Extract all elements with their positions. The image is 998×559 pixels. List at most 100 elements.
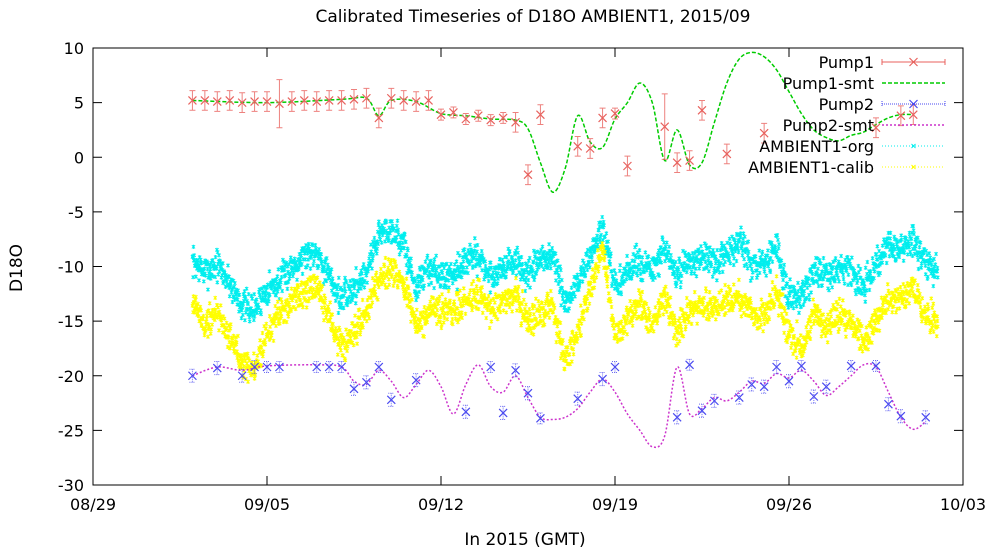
data-point xyxy=(284,260,289,265)
data-point xyxy=(344,327,349,332)
data-point xyxy=(387,282,392,287)
data-point xyxy=(372,235,377,241)
data-point xyxy=(358,286,363,291)
data-point xyxy=(598,374,607,384)
data-point xyxy=(300,271,305,276)
data-point xyxy=(605,284,610,289)
data-point xyxy=(867,336,872,341)
data-point xyxy=(871,276,876,281)
data-point xyxy=(413,278,418,284)
data-point xyxy=(719,261,723,266)
data-point xyxy=(647,310,652,315)
data-point xyxy=(709,262,714,267)
data-point xyxy=(258,308,263,313)
data-point xyxy=(854,273,859,278)
data-point xyxy=(383,239,388,244)
data-point xyxy=(306,241,311,247)
data-point xyxy=(759,322,763,327)
data-point xyxy=(901,243,906,248)
data-point xyxy=(575,275,580,280)
data-point xyxy=(678,279,683,285)
data-point xyxy=(569,359,574,364)
data-point xyxy=(872,269,877,274)
data-point xyxy=(806,276,811,281)
data-point xyxy=(514,308,519,313)
data-point xyxy=(225,344,230,350)
data-point xyxy=(483,259,488,264)
data-point xyxy=(224,279,229,284)
data-point xyxy=(677,339,682,344)
data-point xyxy=(911,228,916,233)
data-point xyxy=(217,328,221,333)
data-point xyxy=(271,338,276,343)
data-point xyxy=(513,276,518,281)
data-point xyxy=(474,284,479,289)
data-point xyxy=(640,255,645,260)
data-point xyxy=(604,271,608,276)
data-point xyxy=(842,281,847,286)
data-point xyxy=(396,227,401,233)
data-point xyxy=(250,296,255,301)
data-point xyxy=(526,278,531,283)
data-point xyxy=(915,282,920,288)
data-point xyxy=(917,291,922,297)
data-point xyxy=(516,250,520,255)
data-point xyxy=(559,277,564,283)
data-point xyxy=(694,274,699,279)
data-point xyxy=(472,236,477,241)
data-point xyxy=(422,283,427,288)
data-point xyxy=(335,287,340,292)
data-point xyxy=(527,307,532,312)
data-point xyxy=(541,267,546,272)
data-point xyxy=(558,268,563,273)
data-point xyxy=(404,263,409,268)
data-point xyxy=(788,277,792,282)
data-point xyxy=(728,261,733,266)
data-point xyxy=(369,266,374,271)
data-point xyxy=(303,285,308,290)
data-point xyxy=(613,271,618,277)
data-point xyxy=(324,256,329,261)
data-point xyxy=(759,382,769,392)
data-point xyxy=(796,289,801,294)
data-point xyxy=(571,352,576,357)
data-point xyxy=(600,214,605,220)
data-point xyxy=(804,340,809,345)
data-point xyxy=(608,251,613,256)
data-point xyxy=(619,292,624,297)
data-point xyxy=(659,260,664,265)
data-point xyxy=(206,334,210,339)
data-point xyxy=(244,286,249,291)
data-point xyxy=(790,301,795,306)
data-point xyxy=(781,277,786,283)
data-point xyxy=(775,232,780,238)
data-point xyxy=(443,297,448,302)
legend-entry: AMBIENT1-org xyxy=(759,137,945,156)
data-point xyxy=(888,236,893,241)
data-point xyxy=(706,254,711,259)
data-point xyxy=(813,261,818,266)
legend-entry: Pump2 xyxy=(819,95,946,114)
data-point xyxy=(446,288,451,294)
data-point xyxy=(267,292,272,297)
data-point xyxy=(768,269,773,275)
data-point xyxy=(360,297,365,303)
data-point xyxy=(483,263,488,269)
data-point xyxy=(776,313,781,318)
data-point xyxy=(661,312,666,317)
data-point xyxy=(585,247,590,253)
data-point xyxy=(407,260,412,265)
data-point xyxy=(657,256,662,261)
data-point xyxy=(580,279,585,284)
data-point xyxy=(523,302,528,307)
data-point xyxy=(390,219,394,224)
data-point xyxy=(651,329,656,334)
data-point xyxy=(918,304,923,310)
data-point xyxy=(689,321,694,326)
data-point xyxy=(844,334,848,339)
data-point xyxy=(906,241,911,246)
data-point xyxy=(587,301,592,306)
data-point xyxy=(601,223,606,228)
data-point xyxy=(286,314,291,319)
y-tick-label: -5 xyxy=(68,203,84,222)
